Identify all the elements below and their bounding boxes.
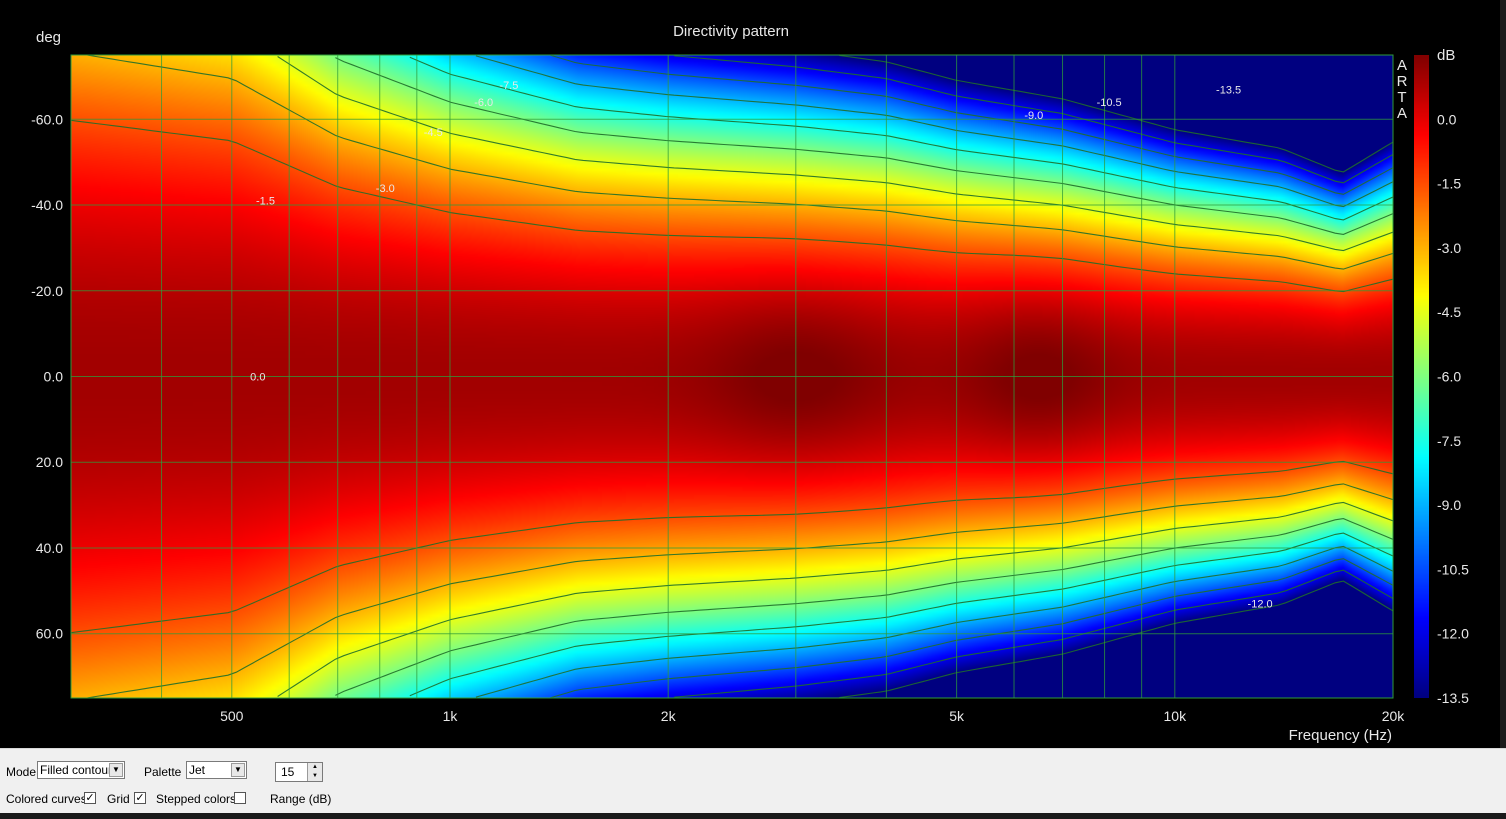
colorbar — [1414, 55, 1429, 698]
contour-line — [409, 56, 1394, 221]
levels-value: 15 — [281, 765, 295, 779]
y-tick-label: 60.0 — [36, 626, 63, 642]
contour-line — [550, 558, 1394, 699]
grid-label: Grid — [107, 792, 130, 806]
x-tick-label: 2k — [661, 708, 677, 724]
chart-title: Directivity pattern — [673, 23, 789, 40]
plot-window: Directivity pattern deg Frequency (Hz) d… — [0, 0, 1506, 748]
x-tick-label: 10k — [1164, 708, 1188, 724]
contour-line — [550, 54, 1394, 195]
x-tick-label: 5k — [949, 708, 965, 724]
mode-select[interactable]: Filled contour ▼ — [37, 761, 125, 779]
palette-select[interactable]: Jet ▼ — [186, 761, 247, 779]
colorbar-tick-label: -3.0 — [1437, 240, 1461, 256]
range-label: Range (dB) — [270, 792, 332, 806]
grid-checkbox[interactable]: ✓ — [134, 792, 146, 804]
directivity-chart: Directivity pattern deg Frequency (Hz) d… — [31, 0, 1506, 748]
contour-label: -13.5 — [1216, 84, 1241, 96]
y-tick-label: 0.0 — [44, 369, 64, 385]
colorbar-label: dB — [1437, 47, 1455, 64]
contour-line — [335, 57, 1394, 235]
contour-label: -3.0 — [376, 183, 395, 195]
colorbar-tick-label: -1.5 — [1437, 176, 1461, 192]
contour-line — [277, 56, 1394, 252]
window-edge — [1500, 0, 1506, 748]
contour-line — [475, 545, 1394, 698]
plot-frame — [70, 54, 1394, 699]
contour-line — [839, 580, 1394, 699]
x-tick-labels: 500 1k 2k 5k 10k 20k — [220, 708, 1405, 724]
palette-select-value: Jet — [189, 763, 206, 777]
side-text-letter: R — [1397, 73, 1408, 90]
contour-label: -1.5 — [256, 196, 275, 208]
y-axis-label: deg — [36, 29, 61, 46]
y-tick-label: -60.0 — [31, 111, 63, 127]
contour-line — [475, 55, 1394, 208]
colored-curves-checkbox[interactable]: ✓ — [84, 792, 96, 804]
contour-line — [87, 54, 1394, 270]
grid-lines — [70, 54, 1394, 699]
colorbar-tick-labels: 0.0 -1.5 -3.0 -4.5 -6.0 -7.5 -9.0 -10.5 -12.0 -13… — [1437, 111, 1469, 706]
contour-line — [335, 518, 1394, 696]
chevron-down-icon[interactable]: ▼ — [231, 763, 245, 777]
contour-line — [839, 54, 1394, 173]
y-tick-labels: -60.0 -40.0 -20.0 0.0 20.0 40.0 60.0 — [31, 111, 63, 641]
colorbar-tick-label: -10.5 — [1437, 561, 1469, 577]
x-tick-label: 20k — [1382, 708, 1406, 724]
contour-lines — [70, 54, 1394, 699]
contour-line — [70, 119, 1394, 293]
contour-label: -12.0 — [1248, 599, 1273, 611]
chevron-down-icon[interactable]: ▼ — [109, 763, 123, 777]
palette-label: Palette — [144, 765, 182, 779]
side-text-letter: T — [1397, 89, 1406, 106]
contour-label: -6.0 — [474, 97, 493, 109]
side-text-letter: A — [1397, 105, 1407, 122]
y-tick-label: 40.0 — [36, 540, 63, 556]
contour-label: -4.5 — [424, 127, 443, 139]
colorbar-tick-label: -7.5 — [1437, 433, 1461, 449]
x-axis-label: Frequency (Hz) — [1289, 727, 1392, 744]
contour-labels: 0.0 -1.5 -3.0 -4.5 -6.0 -7.5 -9.0 -10.5 -13.5 -12… — [250, 80, 1272, 611]
contour-label: -9.0 — [1024, 110, 1043, 122]
contour-label: -10.5 — [1097, 97, 1122, 109]
contour-line — [277, 501, 1394, 697]
levels-spinner[interactable]: 15 ▲ ▼ — [275, 762, 323, 782]
contour-label: -7.5 — [499, 80, 518, 92]
spin-down-icon[interactable]: ▼ — [307, 772, 322, 781]
contour-label: 0.0 — [250, 372, 265, 384]
colorbar-tick-label: -13.5 — [1437, 690, 1469, 706]
colorbar-tick-label: -9.0 — [1437, 497, 1461, 513]
status-strip — [0, 813, 1506, 819]
stepped-colors-checkbox[interactable] — [234, 792, 246, 804]
colorbar-tick-label: -6.0 — [1437, 369, 1461, 385]
mode-label: Mode — [6, 765, 37, 779]
side-text-letter: A — [1397, 57, 1407, 74]
y-tick-label: -40.0 — [31, 197, 63, 213]
mode-select-value: Filled contour — [40, 763, 113, 777]
y-tick-label: -20.0 — [31, 283, 63, 299]
stepped-colors-label: Stepped colors — [156, 792, 237, 806]
colored-curves-label: Colored curves — [6, 792, 87, 806]
contour-line — [674, 55, 1394, 184]
y-tick-label: 20.0 — [36, 454, 63, 470]
x-tick-label: 1k — [443, 708, 459, 724]
contour-line — [87, 483, 1394, 699]
controls-panel: Mode Filled contour ▼ Palette Jet ▼ 15 ▲… — [0, 748, 1506, 819]
contour-line — [409, 532, 1394, 697]
contour-line — [674, 569, 1394, 698]
contour-line — [70, 460, 1394, 634]
x-tick-label: 500 — [220, 708, 244, 724]
colorbar-tick-label: -12.0 — [1437, 626, 1469, 642]
colorbar-tick-label: -4.5 — [1437, 304, 1461, 320]
colorbar-tick-label: 0.0 — [1437, 111, 1457, 127]
